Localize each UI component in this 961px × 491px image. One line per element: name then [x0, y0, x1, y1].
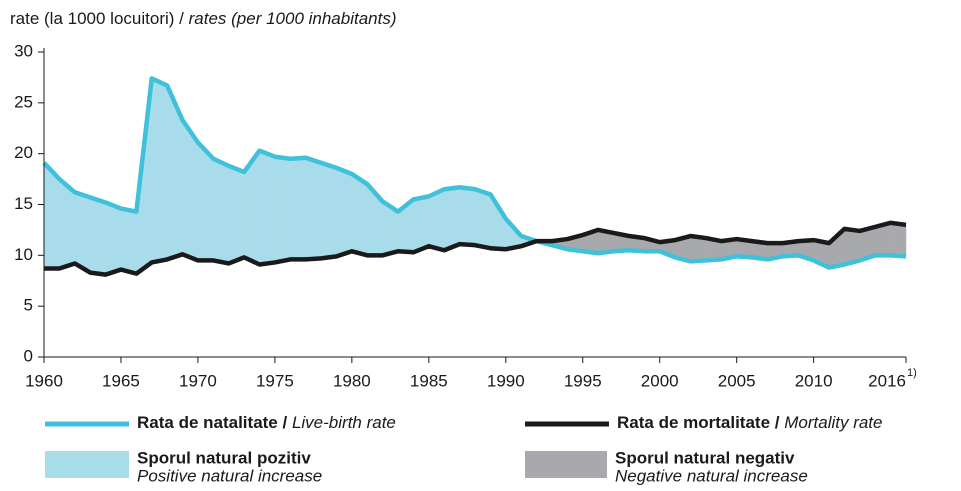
x-tick-label: 1975	[256, 371, 294, 390]
positive-area	[474, 188, 491, 249]
y-tick-label: 30	[14, 41, 33, 60]
y-tick-label: 5	[24, 296, 33, 315]
positive-area	[305, 157, 322, 260]
positive-area	[274, 156, 291, 263]
legend-label: Positive natural increase	[137, 466, 322, 485]
positive-area	[120, 208, 137, 274]
series-line	[42, 76, 907, 270]
y-label-ro: rate (la 1000 locuitori) /	[10, 9, 184, 28]
legend-name: Rata de mortalitate /	[617, 413, 780, 432]
legend: Rata de natalitate / Live-birth rate Rata…	[45, 413, 882, 485]
axes: 0 5 10 15 20 25 30 1960 1965 1970 1975 1980 1985 1990…	[14, 41, 917, 390]
y-tick-label: 0	[24, 346, 33, 365]
positive-area	[151, 78, 168, 263]
legend-swatch	[525, 451, 607, 478]
x-tick-label: 1965	[102, 371, 140, 390]
positive-area	[459, 186, 476, 246]
footnote-mark: 1)	[907, 367, 917, 379]
legend-name-en: Mortality rate	[784, 413, 882, 432]
legend-name-en: Live-birth rate	[292, 413, 396, 432]
y-tick-label: 20	[14, 143, 33, 162]
negative-area	[890, 222, 907, 257]
y-tick-label: 10	[14, 245, 33, 264]
positive-area	[197, 141, 214, 261]
legend-name: Rata de natalitate /	[137, 413, 287, 432]
positive-area	[336, 167, 353, 257]
positive-area	[213, 158, 229, 264]
x-tick-label: 1960	[25, 371, 63, 390]
x-tick-label: 1995	[564, 371, 602, 390]
y-tick-label: 15	[14, 194, 33, 213]
positive-area	[290, 157, 306, 260]
positive-area	[105, 202, 122, 275]
x-tick-label: 1990	[487, 371, 525, 390]
legend-label: Sporul natural pozitiv	[137, 448, 311, 467]
legend-label: Rata de mortalitate / Mortality rate	[617, 413, 882, 432]
lines	[42, 76, 907, 277]
x-tick-label: 1980	[333, 371, 371, 390]
x-tick-label: 1985	[410, 371, 448, 390]
y-label-en: rates (per 1000 inhabitants)	[189, 9, 397, 28]
positive-area	[228, 165, 245, 264]
x-tick-label: 2000	[641, 371, 679, 390]
legend-label: Rata de natalitate / Live-birth rate	[137, 413, 396, 432]
positive-area	[428, 188, 445, 251]
x-tick-label: 1970	[179, 371, 217, 390]
positive-area	[74, 191, 91, 274]
legend-swatch	[45, 451, 129, 478]
y-axis-label: rate (la 1000 locuitori) / rates (per 10…	[10, 9, 397, 28]
positive-area	[351, 173, 368, 256]
positive-area	[413, 196, 430, 253]
legend-label: Sporul natural negativ	[615, 448, 795, 467]
x-tick-label: 2005	[718, 371, 756, 390]
y-tick-label: 25	[14, 92, 33, 111]
series-line	[44, 220, 907, 277]
positive-area	[320, 162, 337, 259]
legend-label: Negative natural increase	[615, 466, 808, 485]
positive-area	[89, 197, 106, 275]
x-tick-label: 2010	[795, 371, 833, 390]
positive-area	[259, 150, 276, 265]
x-tick-label: 2016	[868, 371, 906, 390]
positive-area	[443, 186, 460, 251]
